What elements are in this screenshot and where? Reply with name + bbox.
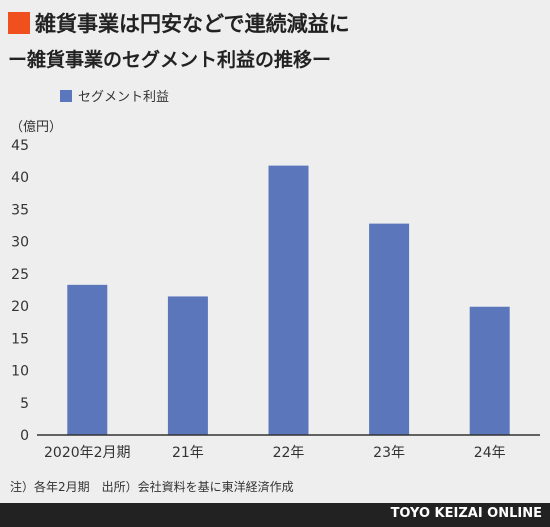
y-tick-label: 5 bbox=[20, 396, 29, 412]
y-axis-unit-label: （億円） bbox=[10, 120, 63, 135]
chart-subtitle: ー雑貨事業のセグメント利益の推移ー bbox=[8, 49, 332, 71]
y-tick-label: 10 bbox=[11, 364, 29, 380]
y-tick-label: 0 bbox=[20, 428, 29, 444]
x-tick-label: 21年 bbox=[172, 445, 204, 461]
title-marker bbox=[8, 12, 30, 34]
bar bbox=[469, 306, 510, 435]
x-tick-label: 23年 bbox=[373, 445, 405, 461]
y-tick-label: 20 bbox=[11, 299, 29, 315]
y-tick-label: 25 bbox=[11, 267, 29, 283]
bar bbox=[369, 223, 410, 435]
y-axis: 0 5 10 15 20 25 30 35 40 45 bbox=[11, 138, 29, 444]
title-block: 雑貨事業は円安などで連続減益に bbox=[8, 8, 350, 38]
x-tick-label: 2020年2月期 bbox=[44, 445, 131, 461]
bars bbox=[67, 165, 510, 435]
x-tick-label: 22年 bbox=[273, 445, 305, 461]
legend-label: セグメント利益 bbox=[78, 90, 170, 105]
x-tick-label: 24年 bbox=[474, 445, 506, 461]
bar bbox=[167, 296, 208, 435]
footer-bar: TOYO KEIZAI ONLINE bbox=[0, 503, 550, 527]
bar bbox=[268, 165, 309, 435]
x-axis: 2020年2月期 21年 22年 23年 24年 bbox=[44, 445, 506, 461]
brand-logo-text: TOYO KEIZAI ONLINE bbox=[390, 506, 542, 521]
bar-chart: 0 5 10 15 20 25 30 35 40 45 2020年2月期 21年 22年 23年 24年 bbox=[11, 138, 540, 461]
chart-title: 雑貨事業は円安などで連続減益に bbox=[35, 12, 350, 36]
legend: セグメント利益 bbox=[60, 86, 169, 105]
legend-swatch bbox=[60, 89, 72, 102]
bar bbox=[67, 284, 108, 435]
y-tick-label: 35 bbox=[11, 202, 29, 218]
title-row: 雑貨事業は円安などで連続減益に bbox=[8, 8, 350, 38]
source-note: 注）各年2月期 出所）会社資料を基に東洋経済作成 bbox=[10, 480, 294, 494]
y-tick-label: 30 bbox=[11, 235, 29, 251]
y-tick-label: 40 bbox=[11, 170, 29, 186]
y-tick-label: 15 bbox=[11, 331, 29, 347]
y-tick-label: 45 bbox=[11, 138, 29, 154]
